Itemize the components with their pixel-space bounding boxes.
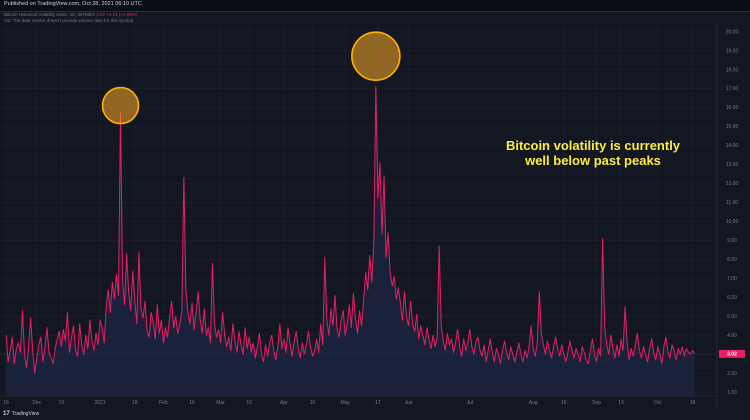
legend-line-1: Bitcoin Historical Volatility Index, 1D,…: [4, 12, 137, 18]
x-tick-label: 17: [375, 400, 381, 406]
x-tick-label: 16: [561, 400, 567, 406]
series-legend: Bitcoin Historical Volatility Index, 1D,…: [4, 12, 137, 24]
x-tick-label: 18: [690, 400, 696, 406]
series-line: [5, 86, 695, 374]
legend-values: 3.02 +0.15 (+4.88%): [96, 12, 138, 17]
x-tick-label: 15: [310, 400, 316, 406]
y-tick-label: 5.00: [727, 314, 737, 320]
x-tick-label: 13: [618, 400, 624, 406]
x-tick-label: 15: [246, 400, 252, 406]
x-tick-label: 2021: [95, 400, 106, 406]
peak-highlight-circle: [351, 31, 401, 81]
published-info: Published on TradingView.com, Oct 28, 20…: [4, 1, 142, 7]
x-tick-label: Jun: [405, 400, 413, 406]
x-tick-label: 18: [132, 400, 138, 406]
y-tick-label: 10.00: [726, 219, 739, 225]
y-tick-label: 8.00: [727, 257, 737, 263]
series-area-fill: [6, 86, 695, 397]
y-tick-label: 16.00: [726, 105, 739, 111]
y-tick-label: 6.00: [727, 295, 737, 301]
chart-area: [6, 86, 695, 397]
x-tick-label: Apr: [280, 400, 288, 406]
y-tick-label: 12.00: [726, 181, 739, 187]
x-tick-label: Dec: [32, 400, 41, 406]
y-tick-label: 13.00: [726, 162, 739, 168]
y-tick-label: 17.00: [726, 86, 739, 92]
y-tick-label: 4.00: [727, 333, 737, 339]
x-tick-label: Sep: [592, 400, 601, 406]
peak-highlight-circle: [101, 86, 140, 125]
x-tick-label: 15: [189, 400, 195, 406]
y-tick-label: 2.00: [727, 371, 737, 377]
current-value-label: 3.02: [727, 352, 737, 358]
x-tick-label: Jul: [467, 400, 473, 406]
chart-series: [0, 86, 717, 374]
y-tick-label: 9.00: [727, 238, 737, 244]
tradingview-logo[interactable]: 17 TradingView: [3, 411, 39, 417]
chart-annotation: Bitcoin volatility is currently well bel…: [468, 138, 718, 168]
x-tick-label: Aug: [529, 400, 538, 406]
y-tick-label: 7.00: [727, 276, 737, 282]
time-axis[interactable]: 16 Dec 13 2021 18 Feb 15 Mar 15 Apr 15 May 17 Jun Jul A…: [0, 395, 717, 406]
annotation-line-2: well below past peaks: [525, 153, 661, 168]
x-tick-label: May: [340, 400, 350, 406]
peak-highlights: [101, 31, 401, 125]
price-axis[interactable]: 1.002.003.004.005.006.007.008.009.0010.0…: [716, 22, 745, 408]
y-tick-label: 15.00: [726, 124, 739, 130]
y-tick-label: 14.00: [726, 143, 739, 149]
x-tick-label: Feb: [159, 400, 168, 406]
y-tick-label: 18.00: [726, 67, 739, 73]
x-tick-label: Oct: [654, 400, 662, 406]
legend-title: Bitcoin Historical Volatility Index, 1D,…: [4, 12, 95, 17]
x-tick-label: Mar: [216, 400, 225, 406]
top-bar: Published on TradingView.com, Oct 28, 20…: [0, 0, 750, 12]
legend-line-2: Vol: The data vendor doesn't provide vol…: [4, 18, 135, 23]
x-tick-label: 16: [3, 400, 9, 406]
y-tick-label: 19.00: [726, 48, 739, 54]
tradingview-logo-icon: 17: [3, 411, 10, 417]
tradingview-brand: TradingView: [11, 411, 40, 417]
annotation-line-1: Bitcoin volatility is currently: [505, 138, 681, 153]
y-tick-label: 11.00: [726, 200, 738, 206]
y-tick-label: 1.00: [727, 390, 737, 396]
current-value-badge: [719, 349, 745, 358]
x-tick-label: 13: [59, 400, 65, 406]
y-tick-label: 20.00: [726, 29, 739, 35]
